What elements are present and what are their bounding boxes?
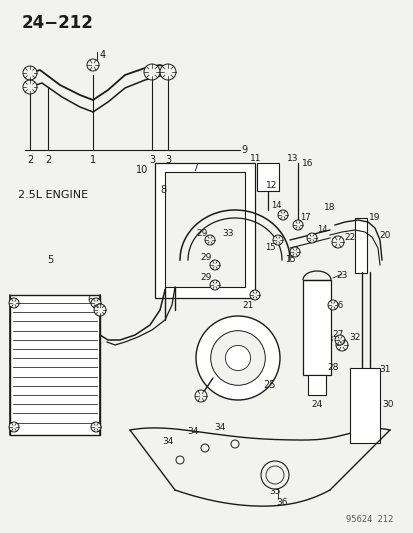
- Circle shape: [209, 260, 219, 270]
- Circle shape: [87, 59, 99, 71]
- Text: 7: 7: [191, 163, 198, 173]
- Circle shape: [201, 444, 209, 452]
- Bar: [256, 163, 278, 191]
- Circle shape: [225, 345, 250, 370]
- Text: 31: 31: [378, 366, 390, 375]
- Text: 10: 10: [135, 165, 147, 175]
- Circle shape: [204, 235, 214, 245]
- Text: 25: 25: [263, 380, 275, 390]
- Text: 29: 29: [200, 273, 211, 282]
- Text: 15: 15: [284, 255, 294, 264]
- Circle shape: [210, 330, 265, 385]
- Text: 5: 5: [47, 255, 53, 265]
- Text: 24: 24: [311, 400, 322, 409]
- Text: 24−212: 24−212: [22, 14, 94, 32]
- Circle shape: [91, 422, 101, 432]
- Bar: [10, 295, 100, 435]
- Bar: [302, 280, 330, 375]
- Circle shape: [249, 290, 259, 300]
- Text: 35: 35: [268, 488, 280, 497]
- Text: 16: 16: [301, 158, 313, 167]
- Text: 3: 3: [164, 155, 171, 165]
- Text: 34: 34: [214, 424, 225, 432]
- Text: 14: 14: [270, 201, 280, 211]
- Bar: [307, 375, 325, 395]
- Text: 12: 12: [266, 181, 277, 190]
- Text: 33: 33: [222, 229, 233, 238]
- Circle shape: [195, 390, 206, 402]
- Text: 29: 29: [200, 254, 211, 262]
- Text: 4: 4: [100, 50, 106, 60]
- Circle shape: [306, 233, 316, 243]
- Text: 29: 29: [196, 229, 207, 238]
- Text: 34: 34: [162, 438, 173, 447]
- Text: 30: 30: [381, 400, 393, 409]
- Text: 2: 2: [45, 155, 51, 165]
- Circle shape: [91, 298, 101, 308]
- Circle shape: [277, 210, 287, 220]
- Text: 2: 2: [27, 155, 33, 165]
- Text: 14: 14: [316, 225, 326, 235]
- Text: 34: 34: [187, 427, 198, 437]
- Circle shape: [260, 461, 288, 489]
- Text: 18: 18: [323, 204, 335, 213]
- Text: 36: 36: [275, 498, 287, 507]
- Text: 13: 13: [287, 154, 298, 163]
- Text: 27: 27: [332, 330, 343, 340]
- Circle shape: [144, 64, 159, 80]
- Circle shape: [159, 64, 176, 80]
- Bar: [349, 368, 379, 443]
- Circle shape: [292, 220, 302, 230]
- Text: 6: 6: [87, 295, 93, 305]
- Text: 28: 28: [327, 364, 338, 373]
- Bar: [354, 218, 366, 273]
- Text: 11: 11: [249, 154, 261, 163]
- Text: 19: 19: [368, 214, 380, 222]
- Text: 23: 23: [335, 271, 347, 279]
- Circle shape: [230, 440, 238, 448]
- Text: 21: 21: [242, 301, 253, 310]
- Bar: [154, 163, 254, 298]
- Circle shape: [331, 236, 343, 248]
- Text: 3: 3: [149, 155, 155, 165]
- Circle shape: [195, 316, 279, 400]
- Text: 32: 32: [349, 334, 360, 343]
- Text: 33: 33: [321, 335, 333, 344]
- Text: 22: 22: [344, 233, 355, 243]
- Bar: [165, 172, 244, 287]
- Circle shape: [327, 300, 337, 310]
- Circle shape: [9, 298, 19, 308]
- Circle shape: [23, 80, 37, 94]
- Circle shape: [94, 304, 106, 316]
- Text: 2.5L ENGINE: 2.5L ENGINE: [18, 190, 88, 200]
- Circle shape: [176, 456, 183, 464]
- Circle shape: [266, 466, 283, 484]
- Text: 26: 26: [332, 301, 343, 310]
- Circle shape: [334, 335, 344, 345]
- Text: 9: 9: [240, 145, 247, 155]
- Text: 17: 17: [299, 214, 310, 222]
- Circle shape: [23, 66, 37, 80]
- Circle shape: [9, 422, 19, 432]
- Circle shape: [209, 280, 219, 290]
- Circle shape: [272, 235, 282, 245]
- Circle shape: [289, 247, 299, 257]
- Text: 95624  212: 95624 212: [346, 515, 393, 524]
- Text: 20: 20: [378, 230, 390, 239]
- Circle shape: [335, 339, 347, 351]
- Text: 8: 8: [159, 185, 166, 195]
- Text: 1: 1: [90, 155, 96, 165]
- Text: 15: 15: [264, 244, 275, 253]
